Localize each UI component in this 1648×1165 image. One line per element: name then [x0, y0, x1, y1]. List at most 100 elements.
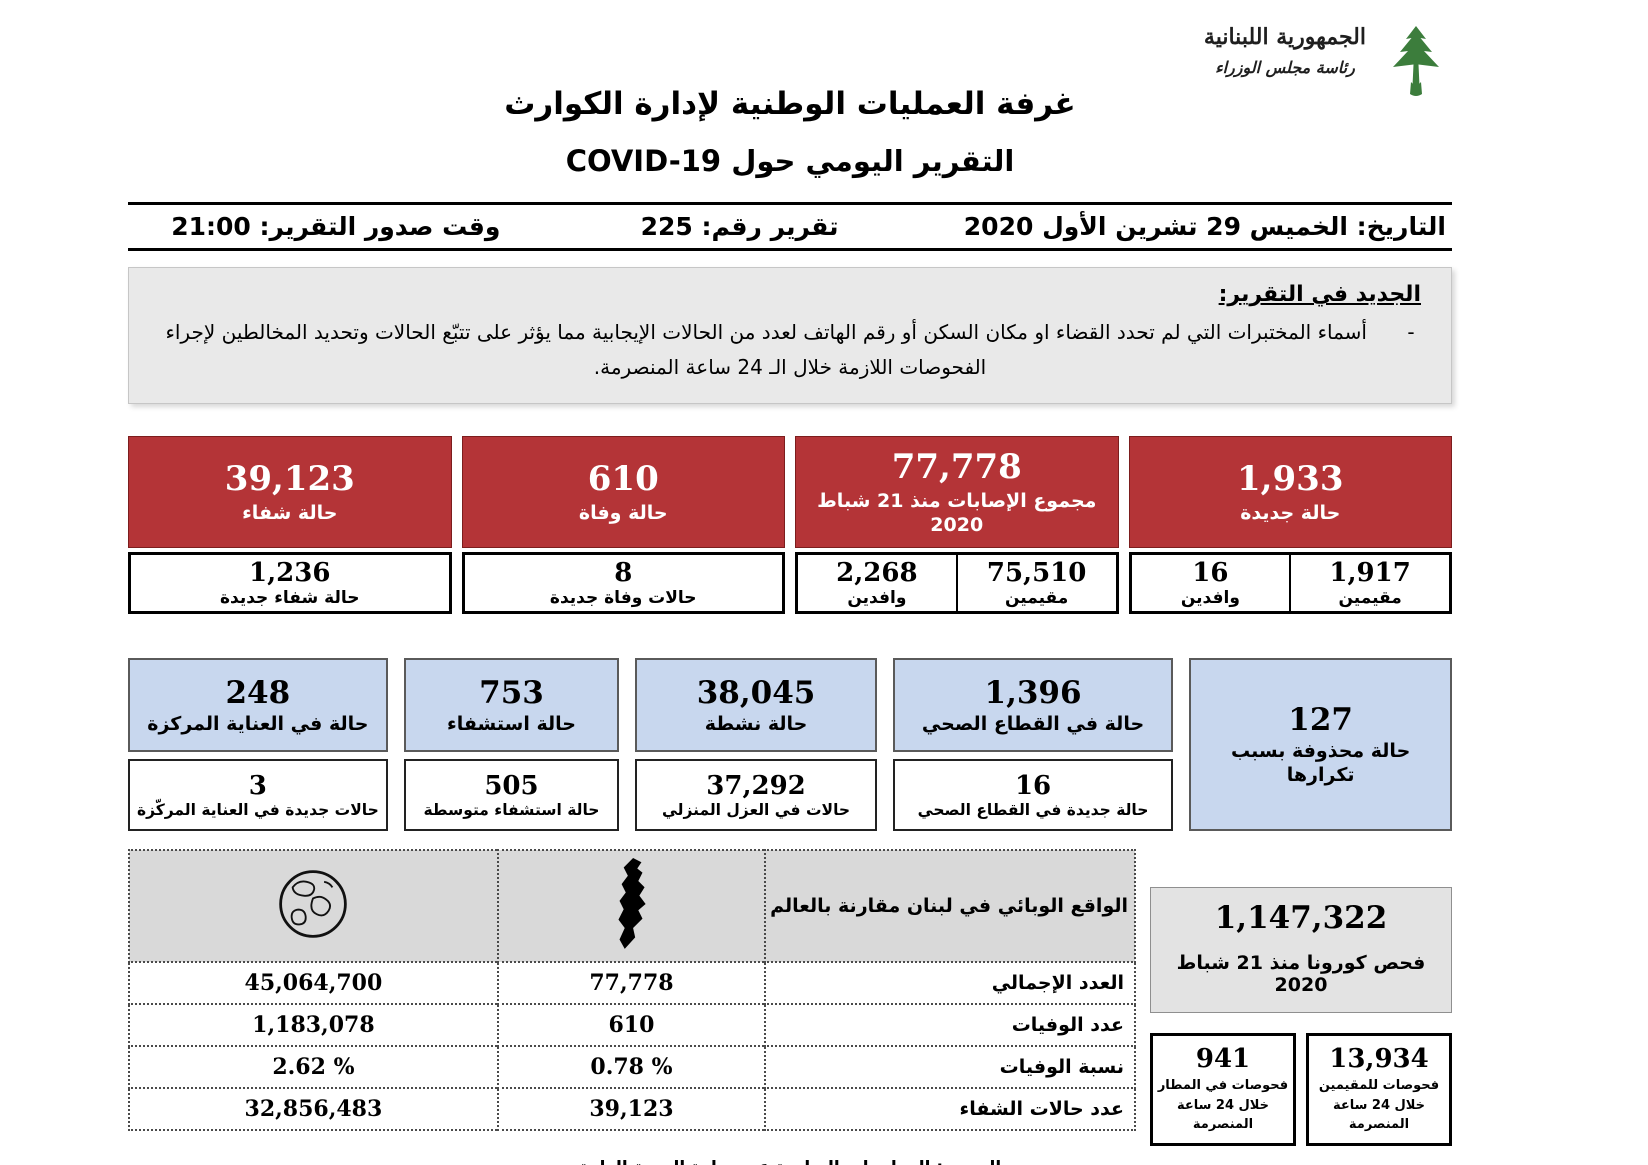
- total-residents-value: 75,510: [986, 558, 1087, 588]
- new-cases-residents-value: 1,917: [1329, 558, 1411, 588]
- icu-new-value: 3: [248, 771, 267, 802]
- row-recoveries-lebanon: 39,123: [496, 1087, 767, 1132]
- card-hospitalized: 753 حالة استشفاء 505 حالة استشفاء متوسطة: [403, 658, 620, 832]
- residents-tests-label: فحوصات للمقيمين خلال 24 ساعة المنصرمة: [1318, 1078, 1440, 1133]
- card-recoveries-main: 39,123 حالة شفاء: [128, 436, 452, 548]
- card-hospitalized-main: 753 حالة استشفاء: [403, 658, 620, 753]
- airport-tests-label: فحوصات في المطار خلال 24 ساعة المنصرمة: [1157, 1078, 1289, 1133]
- new-recoveries-label: حالة شفاء جديدة: [219, 588, 360, 608]
- airport-tests-box: 941 فحوصات في المطار خلال 24 ساعة المنصر…: [1150, 1033, 1296, 1146]
- new-cases-value: 1,933: [1237, 458, 1344, 499]
- comparison-title: الواقع الوبائي في لبنان مقارنة بالعالم: [764, 849, 1136, 964]
- card-new-cases-main: 1,933 حالة جديدة: [1128, 436, 1452, 548]
- card-deaths: 610 حالة وفاة 8 حالات وفاة جديدة: [461, 436, 785, 615]
- active-cases-label: حالة نشطة: [704, 712, 808, 735]
- deaths-label: حالة وفاة: [578, 501, 668, 524]
- card-hospitalized-sub: 505 حالة استشفاء متوسطة: [403, 759, 620, 832]
- card-icu-main: 248 حالة في العناية المركزة: [128, 658, 388, 753]
- moderate-hospitalization-label: حالة استشفاء متوسطة: [423, 801, 600, 820]
- deleted-duplicates-label: حالة محذوفة بسبب تكرارها: [1231, 740, 1411, 786]
- comparison-row-deaths: عدد الوفيات 610 1,183,078: [128, 1003, 1136, 1048]
- row-deaths-world: 1,183,078: [128, 1003, 499, 1048]
- total-arrivals-value: 2,268: [836, 558, 918, 588]
- new-recoveries-value: 1,236: [249, 558, 331, 588]
- card-new-cases: 1,933 حالة جديدة 1,917 مقيمين 16 وافدين: [1128, 436, 1452, 615]
- report-info-bar: التاريخ: الخميس 29 تشرين الأول 2020 تقري…: [128, 202, 1452, 251]
- active-cases-value: 38,045: [696, 674, 816, 711]
- report-number: تقرير رقم: 225: [640, 212, 839, 241]
- cedar-tree-icon: [1380, 24, 1452, 106]
- card-deaths-sub: 8 حالات وفاة جديدة: [461, 552, 785, 615]
- hospitalized-label: حالة استشفاء: [447, 712, 576, 735]
- row-total-world: 45,064,700: [128, 961, 499, 1006]
- new-cases-label: حالة جديدة: [1240, 501, 1341, 524]
- lebanon-map-icon: [609, 858, 653, 955]
- total-infections-label: مجموع الإصابات منذ 21 شباط 2020: [817, 489, 1097, 536]
- card-health-sector-main: 1,396 حالة في القطاع الصحي: [892, 658, 1174, 753]
- bullet-dash: -: [1407, 320, 1415, 344]
- page-title: غرفة العمليات الوطنية لإدارة الكوارث: [504, 86, 1076, 122]
- whats-new-body-text: أسماء المختبرات التي لم تحدد القضاء او م…: [165, 320, 1367, 379]
- lebanon-column-header: [496, 849, 767, 964]
- card-icu-sub: 3 حالات جديدة في العناية المركّزة: [128, 759, 388, 832]
- new-cases-arrivals-label: وافدين: [1180, 588, 1240, 608]
- row-recoveries-label: عدد حالات الشفاء: [764, 1087, 1136, 1132]
- bottom-section: 1,147,322 فحص كورونا منذ 21 شباط 2020 13…: [128, 849, 1452, 1146]
- source-note: المرجع: المعلومات الصادرة عن وزارة الصحة…: [128, 1158, 1452, 1165]
- card-icu: 248 حالة في العناية المركزة 3 حالات جديد…: [128, 658, 388, 832]
- new-cases-arrivals-value: 16: [1192, 558, 1229, 588]
- world-comparison-table: الواقع الوبائي في لبنان مقارنة بالعالم: [128, 849, 1136, 1132]
- recoveries-value: 39,123: [224, 458, 355, 499]
- total-residents-label: مقيمين: [1004, 588, 1069, 608]
- comparison-header-row: الواقع الوبائي في لبنان مقارنة بالعالم: [128, 849, 1136, 964]
- moderate-hospitalization-value: 505: [484, 771, 539, 802]
- card-active-cases-main: 38,045 حالة نشطة: [635, 658, 877, 753]
- row-total-lebanon: 77,778: [496, 961, 767, 1006]
- card-total-infections: 77,778 مجموع الإصابات منذ 21 شباط 2020 7…: [795, 436, 1119, 615]
- logo-text: الجمهورية اللبنانية رئاسة مجلس الوزراء: [1204, 24, 1366, 77]
- total-infections-value: 77,778: [891, 446, 1022, 487]
- report-date: التاريخ: الخميس 29 تشرين الأول 2020: [963, 212, 1446, 241]
- total-arrivals: 2,268 وافدين: [798, 555, 956, 611]
- comparison-row-total: العدد الإجمالي 77,778 45,064,700: [128, 961, 1136, 1006]
- new-cases-arrivals: 16 وافدين: [1132, 555, 1290, 611]
- card-total-infections-main: 77,778 مجموع الإصابات منذ 21 شباط 2020: [795, 436, 1119, 548]
- new-cases-residents-label: مقيمين: [1338, 588, 1402, 608]
- logo-republic-line: الجمهورية اللبنانية: [1203, 24, 1366, 50]
- total-tests-label: فحص كورونا منذ 21 شباط 2020: [1176, 952, 1426, 997]
- new-deaths-label: حالات وفاة جديدة: [549, 588, 697, 608]
- page-subtitle: التقرير اليومي حول COVID-19: [565, 144, 1015, 178]
- red-stats-row: 1,933 حالة جديدة 1,917 مقيمين 16 وافدين: [128, 436, 1452, 615]
- home-isolation-label: حالات في العزل المنزلي: [661, 801, 851, 820]
- new-deaths-value: 8: [614, 558, 633, 588]
- icu-label: حالة في العناية المركزة: [147, 712, 369, 735]
- government-logo: الجمهورية اللبنانية رئاسة مجلس الوزراء: [1204, 24, 1452, 106]
- row-death-rate-lebanon: 0.78 %: [496, 1045, 767, 1090]
- total-tests-box: 1,147,322 فحص كورونا منذ 21 شباط 2020: [1150, 887, 1452, 1014]
- card-total-infections-breakdown: 75,510 مقيمين 2,268 وافدين: [795, 552, 1119, 615]
- card-health-sector: 1,396 حالة في القطاع الصحي 16 حالة جديدة…: [892, 658, 1174, 832]
- residents-tests-box: 13,934 فحوصات للمقيمين خلال 24 ساعة المن…: [1306, 1033, 1452, 1146]
- whats-new-text: - أسماء المختبرات التي لم تحدد القضاء او…: [159, 315, 1421, 385]
- total-residents: 75,510 مقيمين: [955, 555, 1116, 612]
- tests-column: 1,147,322 فحص كورونا منذ 21 شباط 2020 13…: [1150, 849, 1452, 1146]
- globe-icon: [276, 870, 350, 945]
- total-arrivals-label: وافدين: [847, 588, 907, 608]
- health-sector-label: حالة في القطاع الصحي: [921, 712, 1145, 735]
- whats-new-heading: الجديد في التقرير:: [1218, 282, 1421, 307]
- health-sector-new-value: 16: [1014, 771, 1052, 802]
- row-total-label: العدد الإجمالي: [764, 961, 1136, 1006]
- deleted-duplicates-value: 127: [1288, 702, 1353, 739]
- row-deaths-lebanon: 610: [496, 1003, 767, 1048]
- card-health-sector-sub: 16 حالة جديدة في القطاع الصحي: [892, 759, 1174, 832]
- row-recoveries-world: 32,856,483: [128, 1087, 499, 1132]
- row-death-rate-world: 2.62 %: [128, 1045, 499, 1090]
- blue-stats-row: 127 حالة محذوفة بسبب تكرارها 1,396 حالة …: [128, 658, 1452, 832]
- row-deaths-label: عدد الوفيات: [764, 1003, 1136, 1048]
- card-recoveries: 39,123 حالة شفاء 1,236 حالة شفاء جديدة: [128, 436, 452, 615]
- hospitalized-value: 753: [479, 674, 544, 711]
- card-active-cases: 38,045 حالة نشطة 37,292 حالات في العزل ا…: [635, 658, 877, 832]
- row-death-rate-label: نسبة الوفيات: [764, 1045, 1136, 1090]
- comparison-row-death-rate: نسبة الوفيات 0.78 % 2.62 %: [128, 1045, 1136, 1090]
